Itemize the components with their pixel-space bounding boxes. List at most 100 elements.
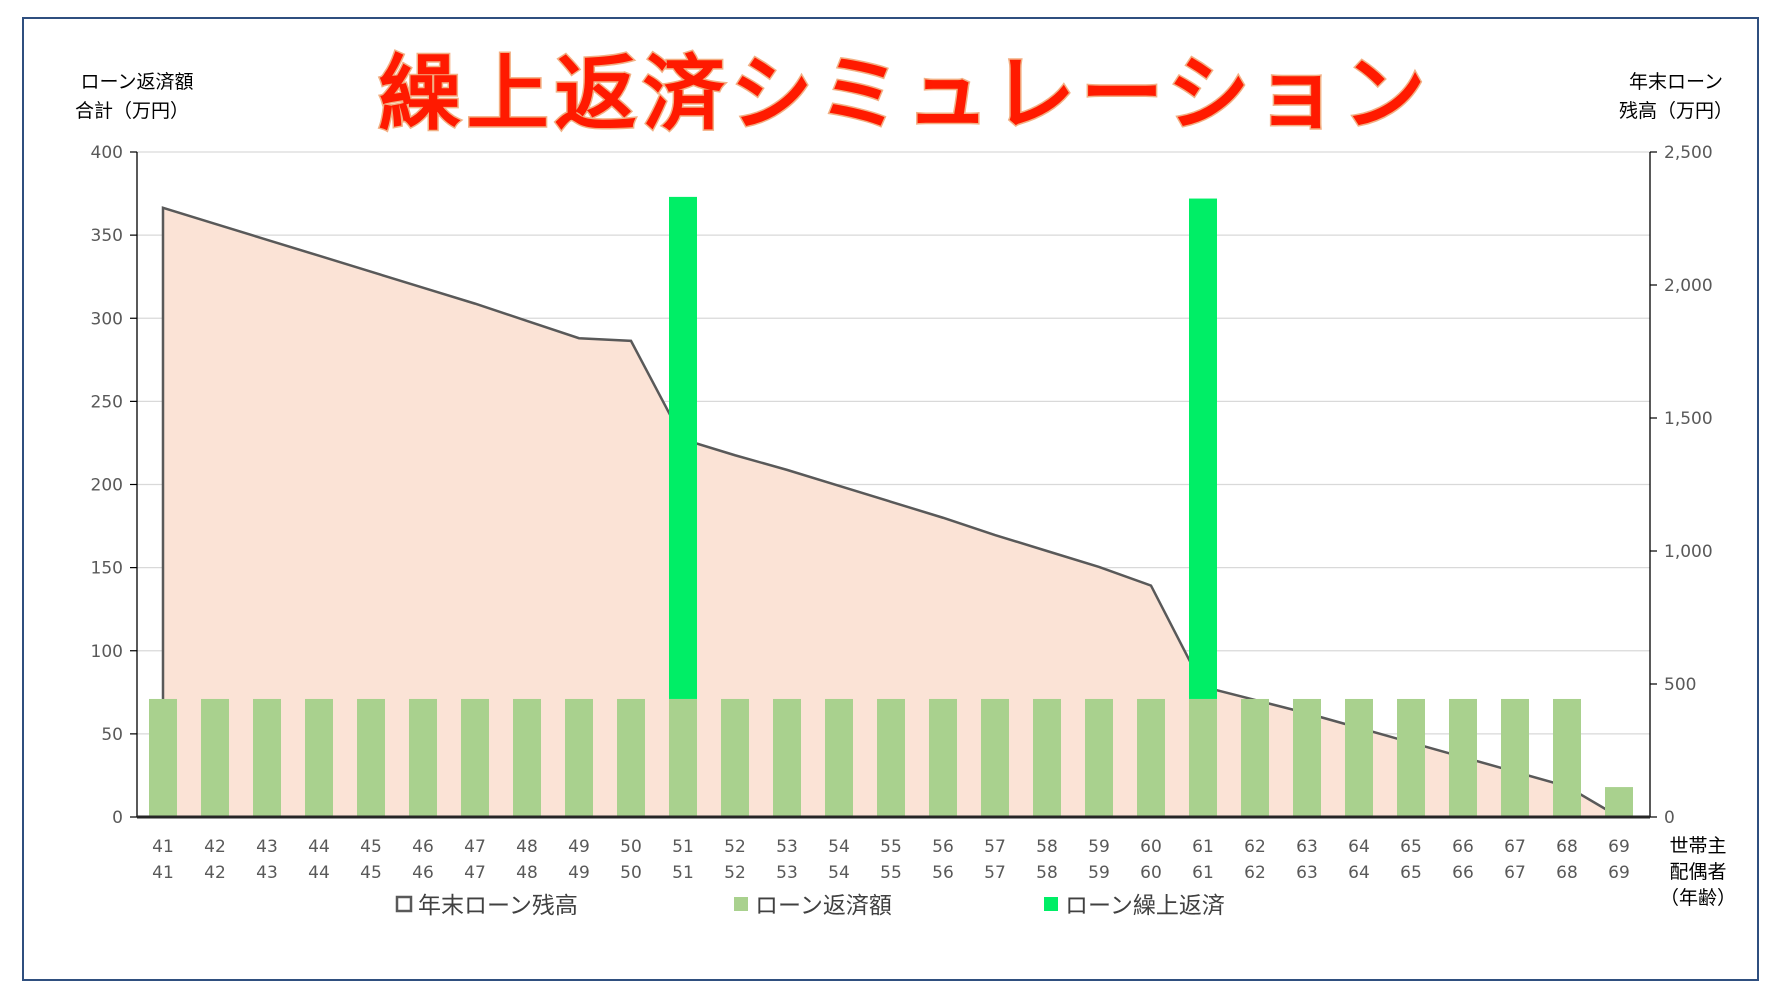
x-tick-label-householder: 47 <box>464 837 486 857</box>
left-tick-label: 100 <box>91 642 123 662</box>
repay-bar <box>357 698 385 817</box>
x-tick-label-spouse: 44 <box>308 863 330 883</box>
x-tick-label-householder: 57 <box>984 837 1006 857</box>
left-tick-label: 300 <box>91 309 123 329</box>
right-tick-label: 500 <box>1664 675 1696 695</box>
x-tick-label-householder: 52 <box>724 837 746 857</box>
x-tick-label-spouse: 51 <box>672 863 694 883</box>
x-tick-label-spouse: 54 <box>828 863 850 883</box>
x-tick-label-spouse: 48 <box>516 863 538 883</box>
x-tick-label-spouse: 68 <box>1556 863 1578 883</box>
x-tick-label-spouse: 57 <box>984 863 1006 883</box>
repay-bar <box>305 698 333 817</box>
repay-bar <box>253 698 281 817</box>
x-tick-label-householder: 65 <box>1400 837 1422 857</box>
repay-bar <box>1345 698 1373 817</box>
prepay-bar <box>1189 198 1217 699</box>
right-axis-title-line2: 残高（万円） <box>1619 100 1733 122</box>
repay-bar <box>409 698 437 817</box>
x-tick-label-householder: 64 <box>1348 837 1370 857</box>
repay-bar <box>1553 698 1581 817</box>
x-tick-label-householder: 43 <box>256 837 278 857</box>
right-tick-label: 1,000 <box>1664 542 1713 562</box>
x-tick-label-householder: 48 <box>516 837 538 857</box>
left-tick-label: 350 <box>91 226 123 246</box>
repay-bar <box>825 698 853 817</box>
x-tick-label-householder: 62 <box>1244 837 1266 857</box>
repay-bar <box>773 698 801 817</box>
chart-title: 繰上返済シミュレーション <box>379 47 1432 142</box>
legend-label-balance: 年末ローン残高 <box>418 893 578 919</box>
x-tick-label-householder: 60 <box>1140 837 1162 857</box>
repay-bar <box>1293 698 1321 817</box>
right-tick-label: 1,500 <box>1664 409 1713 429</box>
x-tick-label-spouse: 43 <box>256 863 278 883</box>
x-tick-label-spouse: 52 <box>724 863 746 883</box>
right-tick-label: 2,500 <box>1664 143 1713 163</box>
repay-bar <box>1397 698 1425 817</box>
repay-bar <box>201 698 229 817</box>
x-tick-label-spouse: 62 <box>1244 863 1266 883</box>
repayment-bars <box>149 196 1633 817</box>
left-tick-label: 50 <box>101 725 123 745</box>
left-axis-title-line2: 合計（万円） <box>75 100 189 122</box>
x-tick-label-householder: 54 <box>828 837 850 857</box>
repay-bar <box>1033 698 1061 817</box>
left-tick-label: 200 <box>91 476 123 496</box>
x-tick-label-spouse: 64 <box>1348 863 1370 883</box>
x-tick-label-spouse: 46 <box>412 863 434 883</box>
x-tick-label-spouse: 53 <box>776 863 798 883</box>
x-tick-label-householder: 49 <box>568 837 590 857</box>
left-tick-label: 0 <box>112 808 123 828</box>
x-tick-label-householder: 51 <box>672 837 694 857</box>
x-tick-label-householder: 63 <box>1296 837 1318 857</box>
repay-bar <box>929 698 957 817</box>
x-tick-label-spouse: 66 <box>1452 863 1474 883</box>
right-tick-label: 0 <box>1664 808 1675 828</box>
repay-bar <box>617 698 645 817</box>
left-tick-label: 150 <box>91 559 123 579</box>
axes: 0 50 100 150 200 250 300 350 400 0 500 1,000 1,500 2,… <box>91 143 1713 883</box>
x-tick-label-householder: 61 <box>1192 837 1214 857</box>
repay-bar <box>1189 698 1217 817</box>
balance-area-fill <box>163 207 1619 818</box>
x-tick-label-householder: 45 <box>360 837 382 857</box>
x-tick-label-householder: 42 <box>204 837 226 857</box>
x-tick-label-householder: 58 <box>1036 837 1058 857</box>
x-tick-label-spouse: 58 <box>1036 863 1058 883</box>
x-tick-label-spouse: 50 <box>620 863 642 883</box>
repay-bar <box>1449 698 1477 817</box>
x-tick-label-spouse: 45 <box>360 863 382 883</box>
x-tick-label-householder: 41 <box>152 837 174 857</box>
x-tick-label-householder: 55 <box>880 837 902 857</box>
left-tick-label: 400 <box>91 143 123 163</box>
x-tick-label-spouse: 42 <box>204 863 226 883</box>
repay-bar <box>1137 698 1165 817</box>
x-tick-label-householder: 50 <box>620 837 642 857</box>
repay-bar <box>513 698 541 817</box>
left-axis-title-line1: ローン返済額 <box>80 71 193 93</box>
legend-label-repay: ローン返済額 <box>755 893 892 919</box>
repay-bar <box>721 698 749 817</box>
right-axis-title-line1: 年末ローン <box>1629 71 1723 93</box>
x-tick-label-householder: 67 <box>1504 837 1526 857</box>
prepay-bar <box>669 196 697 699</box>
x-tick-label-spouse: 61 <box>1192 863 1214 883</box>
x-tick-label-spouse: 49 <box>568 863 590 883</box>
legend-label-prepay: ローン繰上返済 <box>1065 893 1225 919</box>
x-tick-label-householder: 44 <box>308 837 330 857</box>
repay-bar <box>149 698 177 817</box>
repay-bar <box>1241 698 1269 817</box>
x-tick-label-spouse: 63 <box>1296 863 1318 883</box>
x-tick-label-householder: 68 <box>1556 837 1578 857</box>
x-tick-label-householder: 53 <box>776 837 798 857</box>
repay-bar <box>981 698 1009 817</box>
repay-bar <box>877 698 905 817</box>
x-tick-label-spouse: 47 <box>464 863 486 883</box>
legend: 年末ローン残高 ローン返済額 ローン繰上返済 <box>395 893 1225 919</box>
repay-bar <box>1085 698 1113 817</box>
x-axis-title-line2: 配偶者 <box>1669 861 1726 883</box>
x-axis-title-line1: 世帯主 <box>1669 835 1726 857</box>
x-tick-label-spouse: 55 <box>880 863 902 883</box>
x-tick-label-householder: 59 <box>1088 837 1110 857</box>
